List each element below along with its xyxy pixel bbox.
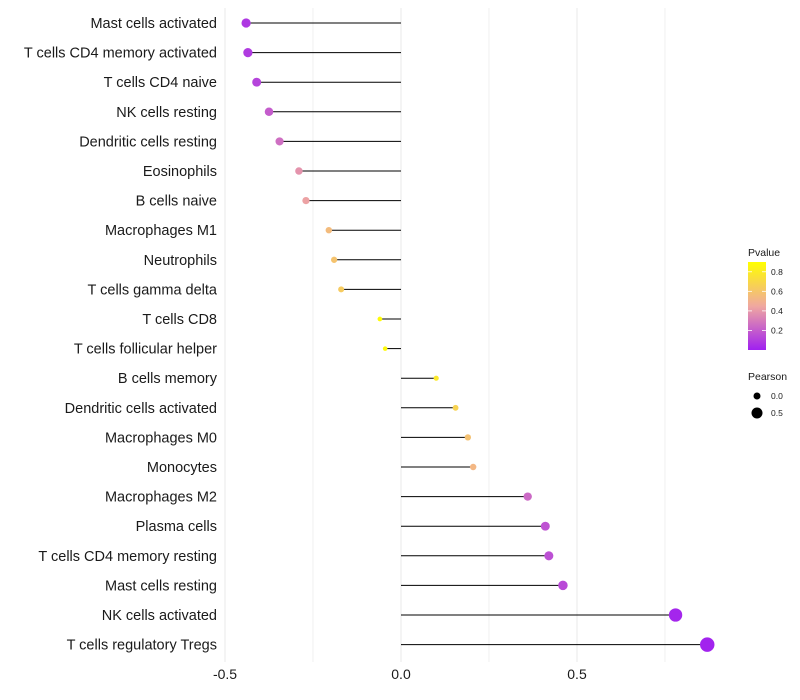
lollipop-point <box>464 434 472 441</box>
lollipop-point <box>338 286 345 293</box>
category-label: T cells CD4 memory resting <box>38 549 217 565</box>
lollipop-point <box>330 256 338 263</box>
lollipop-point <box>382 346 388 351</box>
lollipop-point <box>452 404 459 411</box>
colorbar-tick-label: 0.4 <box>771 306 783 316</box>
lollipop-point <box>544 551 554 561</box>
lollipop-point <box>700 637 715 652</box>
lollipop-point <box>668 608 683 622</box>
lollipop-point <box>469 463 477 471</box>
pearson-legend-title: Pearson <box>748 371 787 383</box>
lollipop-point <box>295 167 303 175</box>
category-label: Mast cells activated <box>90 16 217 32</box>
x-tick-label: 0.5 <box>567 666 587 682</box>
size-key-label: 0.5 <box>771 408 783 418</box>
lollipop-point <box>302 196 310 205</box>
category-label: Dendritic cells resting <box>79 134 217 150</box>
pvalue-legend: Pvalue 0.8 0.6 0.4 0.2 <box>748 247 783 350</box>
lollipop-point <box>540 521 550 531</box>
category-label: NK cells activated <box>102 608 217 624</box>
lollipop-point <box>252 77 262 87</box>
lollipop-point <box>241 18 251 28</box>
x-axis-ticks: -0.5 0.0 0.5 <box>213 666 587 682</box>
category-label: T cells CD8 <box>142 312 217 328</box>
colorbar-tick-label: 0.6 <box>771 286 783 296</box>
category-label: NK cells resting <box>116 105 217 121</box>
size-key-dot <box>751 407 763 419</box>
colorbar-tick-label: 0.8 <box>771 267 783 277</box>
pvalue-legend-ticks: 0.8 0.6 0.4 0.2 <box>748 267 783 335</box>
category-label: Plasma cells <box>136 519 217 535</box>
lollipop-point <box>264 107 274 117</box>
category-label: T cells CD4 naive <box>104 75 217 91</box>
category-label: T cells follicular helper <box>74 342 217 358</box>
category-label: T cells CD4 memory activated <box>24 46 217 62</box>
lollipop-point <box>433 375 439 381</box>
category-label: Eosinophils <box>143 164 217 180</box>
lollipop-point <box>523 492 532 501</box>
lollipop-point <box>558 580 568 591</box>
lollipop-point <box>377 316 383 322</box>
pvalue-colorbar <box>748 262 766 350</box>
size-key-label: 0.0 <box>771 391 783 401</box>
colorbar-tick-label: 0.2 <box>771 325 783 335</box>
category-label: Neutrophils <box>144 253 217 269</box>
pvalue-legend-title: Pvalue <box>748 247 780 259</box>
points <box>241 18 715 652</box>
x-tick-label: 0.0 <box>391 666 411 682</box>
category-label: Macrophages M0 <box>105 430 217 446</box>
grid-lines <box>224 8 666 662</box>
lollipop-point <box>325 226 333 234</box>
category-label: Dendritic cells activated <box>65 401 217 417</box>
category-label: Monocytes <box>147 460 217 476</box>
lollipop-point <box>243 47 253 58</box>
category-label: Mast cells resting <box>105 578 217 594</box>
pearson-legend-keys: 0.0 0.5 <box>751 391 783 419</box>
category-label: B cells naive <box>136 194 217 210</box>
x-tick-label: -0.5 <box>213 666 237 682</box>
category-label: Macrophages M1 <box>105 223 217 239</box>
category-labels: Mast cells activated T cells CD4 memory a… <box>24 16 218 654</box>
size-key-dot <box>753 392 761 400</box>
category-label: Macrophages M2 <box>105 490 217 506</box>
pearson-legend: Pearson 0.0 0.5 <box>748 371 787 419</box>
category-label: T cells gamma delta <box>88 282 218 298</box>
stems <box>246 22 708 646</box>
category-label: T cells regulatory Tregs <box>67 638 217 654</box>
lollipop-point <box>275 137 284 146</box>
category-label: B cells memory <box>118 371 218 387</box>
